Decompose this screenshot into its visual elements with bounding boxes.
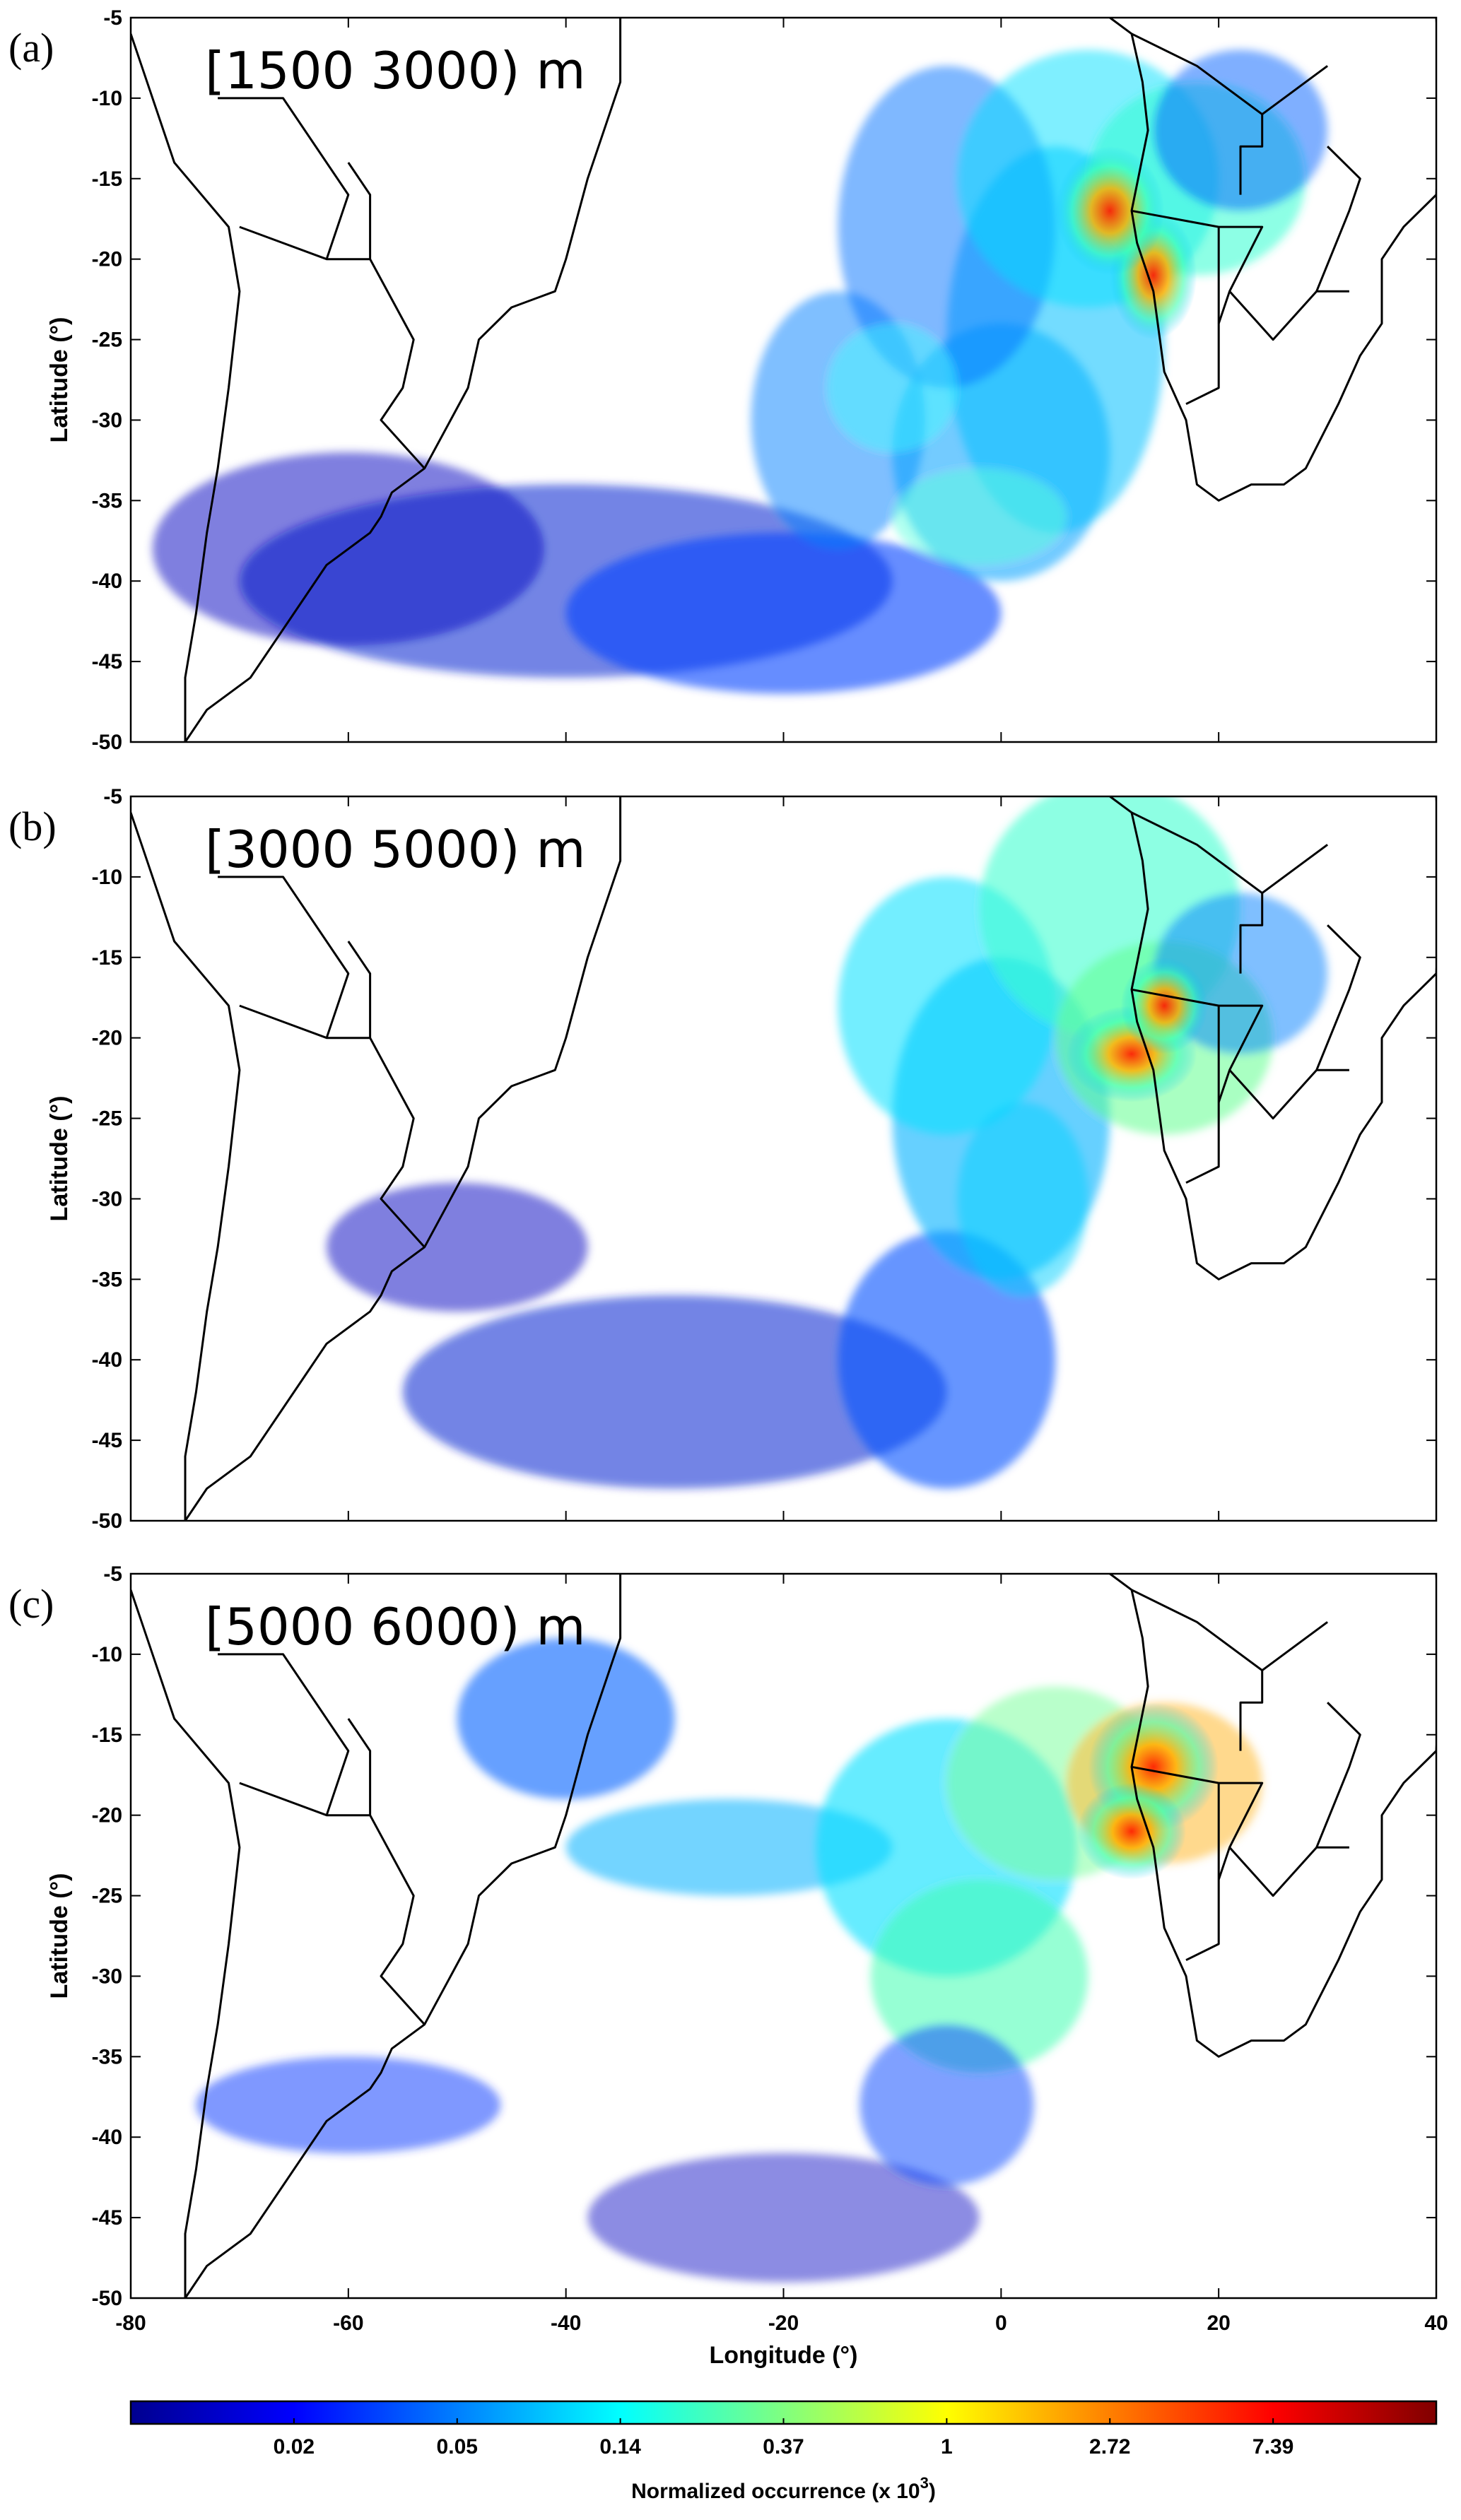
- lat-tick-label: -40: [92, 1348, 122, 1372]
- panel-letter: (a): [8, 25, 54, 71]
- lat-tick-label: -15: [92, 946, 122, 970]
- altitude-range-label: [5000 6000) m: [205, 1597, 586, 1656]
- density-blob: [859, 2024, 1034, 2186]
- density-field: [131, 796, 1436, 1521]
- y-axis-label: Latitude (°): [46, 1873, 73, 1999]
- density-blob: [827, 323, 958, 452]
- density-field: [131, 1574, 1436, 2298]
- lon-tick-label: -80: [115, 2312, 146, 2335]
- density-blob: [457, 1638, 675, 1799]
- altitude-range-label: [3000 5000) m: [205, 820, 586, 879]
- lat-tick-label: -35: [92, 1268, 122, 1291]
- colorbar-tick-label: 0.37: [763, 2435, 804, 2459]
- lat-tick-label: -5: [103, 6, 122, 30]
- coastlines: [131, 18, 1436, 742]
- density-blob: [838, 1231, 1056, 1489]
- lon-tick-label: -40: [551, 2312, 581, 2335]
- panel-letter: (c): [8, 1581, 54, 1627]
- density-hotspot: [1077, 1783, 1186, 1880]
- density-blob: [402, 1295, 947, 1489]
- x-axis-label: Longitude (°): [710, 2342, 858, 2369]
- panel-letter: (b): [8, 803, 57, 849]
- lat-tick-label: -5: [103, 785, 122, 808]
- lon-tick-label: -60: [333, 2312, 363, 2335]
- y-axis-label: Latitude (°): [46, 317, 73, 443]
- colorbar-label: Normalized occurrence (x 103): [631, 2474, 936, 2503]
- colorbar-tick-label: 1: [941, 2435, 953, 2459]
- density-blob: [892, 468, 1067, 565]
- lat-tick-label: -30: [92, 1187, 122, 1211]
- lat-tick-label: -40: [92, 570, 122, 593]
- lon-tick-label: -20: [768, 2312, 799, 2335]
- lat-tick-label: -45: [92, 2206, 122, 2230]
- lat-tick-label: -35: [92, 2045, 122, 2068]
- density-blob: [565, 1798, 893, 1896]
- density-blob: [565, 532, 1002, 694]
- lat-tick-label: -15: [92, 1724, 122, 1747]
- map-panel-c: -5 -10 -15 -20 -25 -30 -35 -40 -45 -50 Latitude (°…: [8, 1562, 1438, 2310]
- lat-tick-label: -25: [92, 1885, 122, 1908]
- colorbar-tick-label: 7.39: [1252, 2435, 1293, 2459]
- density-blob: [1153, 49, 1328, 211]
- lat-tick-label: -30: [92, 408, 122, 432]
- colorbar-tick-label: 0.05: [437, 2435, 478, 2459]
- lat-tick-label: -25: [92, 329, 122, 352]
- density-hotspot: [1120, 957, 1208, 1054]
- map-panel-a: -5 -10 -15 -20 -25 -30 -35 -40 -45 -50 Latitude (°…: [8, 6, 1438, 754]
- colorbar: 0.02 0.05 0.14 0.37 1 2.72 7.39 Normalized occu…: [129, 2400, 1438, 2503]
- lat-tick-label: -50: [92, 2287, 122, 2310]
- lat-tick-label: -20: [92, 248, 122, 271]
- map-panel-b: -5 -10 -15 -20 -25 -30 -35 -40 -45 -50 Latitude (°…: [8, 785, 1438, 1533]
- density-blob: [870, 1879, 1089, 2073]
- lat-tick-label: -30: [92, 1965, 122, 1988]
- density-field: [131, 18, 1436, 742]
- lat-tick-label: -40: [92, 2126, 122, 2149]
- density-hotspot: [1055, 146, 1165, 276]
- lat-tick-label: -15: [92, 167, 122, 191]
- lat-tick-label: -20: [92, 1804, 122, 1827]
- altitude-range-label: [1500 3000) m: [205, 41, 586, 100]
- lat-tick-label: -50: [92, 731, 122, 754]
- lat-tick-label: -10: [92, 87, 122, 110]
- lat-tick-label: -25: [92, 1107, 122, 1131]
- lat-tick-label: -20: [92, 1027, 122, 1050]
- coastlines: [131, 1574, 1436, 2298]
- lat-tick-label: -10: [92, 866, 122, 889]
- density-blob: [957, 1102, 1089, 1296]
- lat-tick-label: -50: [92, 1509, 122, 1533]
- lat-tick-label: -5: [103, 1562, 122, 1586]
- lat-tick-label: -10: [92, 1643, 122, 1666]
- coastlines: [131, 796, 1436, 1521]
- lon-tick-label: 20: [1207, 2312, 1230, 2335]
- lat-tick-label: -35: [92, 489, 122, 512]
- colorbar-tick-label: 2.72: [1089, 2435, 1130, 2459]
- lat-tick-label: -45: [92, 650, 122, 673]
- lat-tick-label: -45: [92, 1429, 122, 1452]
- density-blob: [587, 2153, 980, 2283]
- colorbar-tick-label: 0.02: [274, 2435, 315, 2459]
- lon-tick-label: 40: [1424, 2312, 1448, 2335]
- colorbar-tick-label: 0.14: [599, 2435, 641, 2459]
- lon-tick-label: 0: [995, 2312, 1007, 2335]
- density-blob: [327, 1182, 588, 1312]
- y-axis-label: Latitude (°): [46, 1096, 73, 1222]
